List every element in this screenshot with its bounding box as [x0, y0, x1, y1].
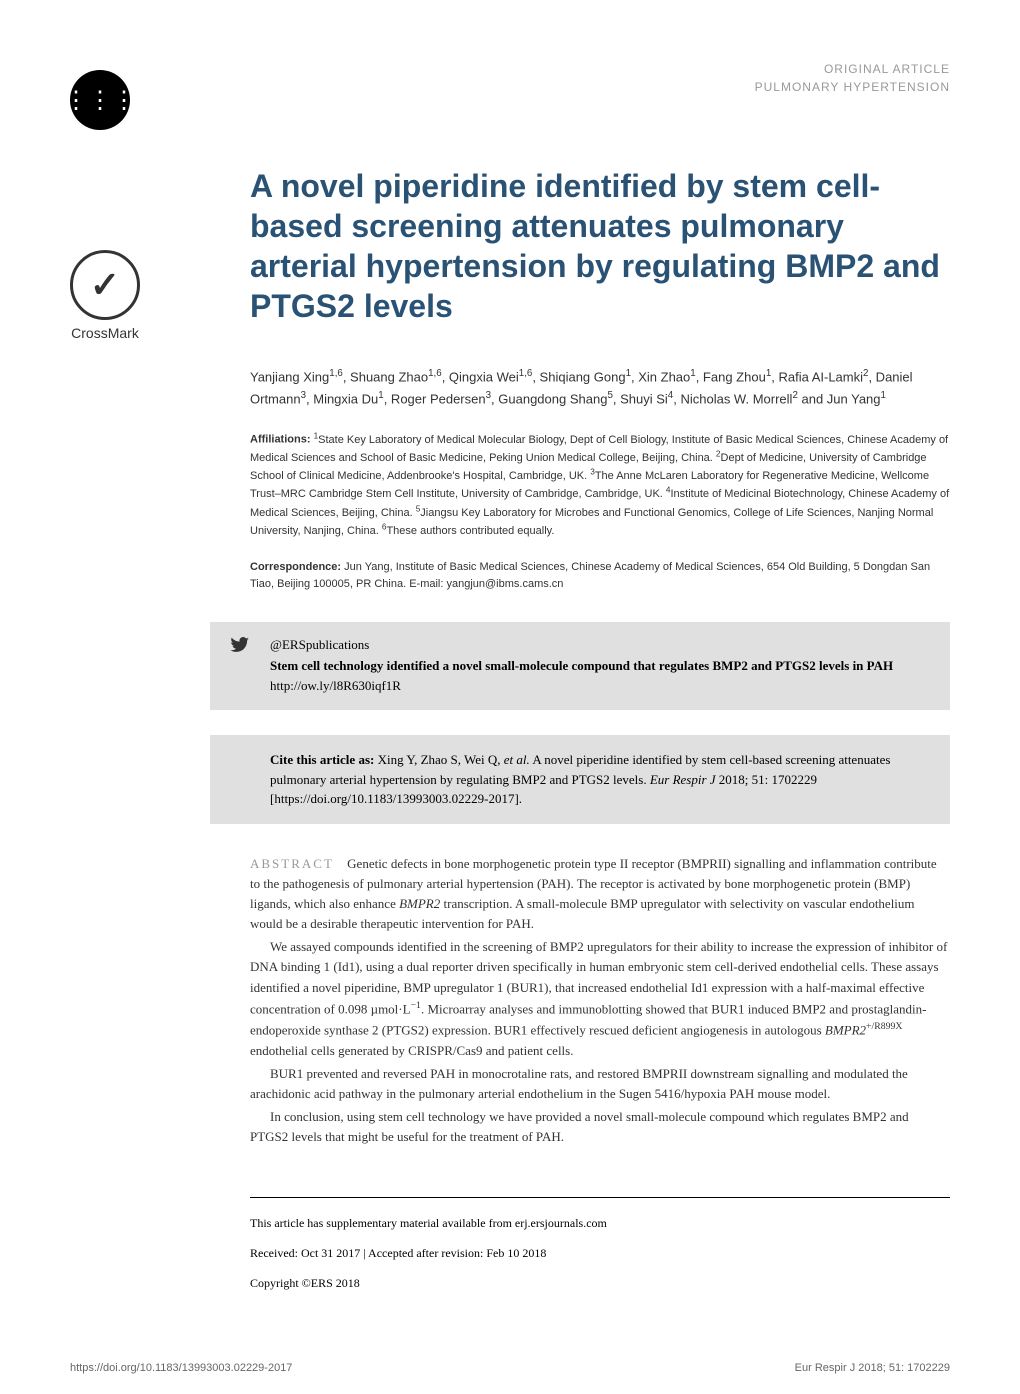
affiliations-label: Affiliations: [250, 434, 314, 446]
abstract-para-1: ABSTRACT Genetic defects in bone morphog… [250, 854, 950, 935]
twitter-highlight: @ERSpublications Stem cell technology id… [210, 622, 950, 710]
twitter-link[interactable]: http://ow.ly/l8R630iqf1R [270, 678, 401, 693]
category-sub: PULMONARY HYPERTENSION [70, 78, 950, 96]
abstract-text-1: Genetic defects in bone morphogenetic pr… [250, 856, 937, 931]
twitter-icon [230, 637, 250, 658]
crossmark-widget[interactable]: ✓ CrossMark [70, 250, 140, 341]
abstract-label: ABSTRACT [250, 856, 334, 871]
crossmark-label: CrossMark [70, 325, 140, 341]
checkmark-icon: ✓ [90, 264, 120, 306]
copyright-note: Copyright ©ERS 2018 [250, 1273, 950, 1295]
authors-list: Yanjiang Xing1,6, Shuang Zhao1,6, Qingxi… [250, 366, 950, 410]
affiliations-block: Affiliations: 1State Key Laboratory of M… [250, 430, 950, 539]
affiliations-text: 1State Key Laboratory of Medical Molecul… [250, 434, 949, 537]
lung-icon: ⋮⋮⋮ [64, 86, 136, 115]
article-title: A novel piperidine identified by stem ce… [250, 166, 950, 326]
twitter-summary: Stem cell technology identified a novel … [270, 656, 930, 695]
journal-logo: ⋮⋮⋮ [70, 70, 130, 130]
page-footer: https://doi.org/10.1183/13993003.02229-2… [0, 1342, 1020, 1394]
crossmark-icon: ✓ [70, 250, 140, 320]
article-category: ORIGINAL ARTICLE PULMONARY HYPERTENSION [70, 60, 950, 96]
twitter-handle[interactable]: @ERSpublications [270, 637, 930, 653]
citation-text: Cite this article as: Xing Y, Zhao S, We… [270, 750, 930, 809]
correspondence-label: Correspondence: [250, 561, 344, 573]
citation-block: Cite this article as: Xing Y, Zhao S, We… [210, 735, 950, 824]
cite-label: Cite this article as: [270, 752, 378, 767]
received-date: Received: Oct 31 2017 | Accepted after r… [250, 1243, 950, 1265]
abstract-para-3: BUR1 prevented and reversed PAH in monoc… [250, 1064, 950, 1104]
abstract-para-2: We assayed compounds identified in the s… [250, 937, 950, 1061]
correspondence-block: Correspondence: Jun Yang, Institute of B… [250, 559, 950, 592]
footer-notes: This article has supplementary material … [250, 1197, 950, 1294]
supplementary-note: This article has supplementary material … [250, 1213, 950, 1235]
category-main: ORIGINAL ARTICLE [70, 60, 950, 78]
abstract-para-4: In conclusion, using stem cell technolog… [250, 1107, 950, 1147]
correspondence-text: Jun Yang, Institute of Basic Medical Sci… [250, 561, 930, 590]
twitter-bold-text: Stem cell technology identified a novel … [270, 658, 893, 673]
journal-reference: Eur Respir J 2018; 51: 1702229 [795, 1362, 950, 1374]
abstract: ABSTRACT Genetic defects in bone morphog… [250, 854, 950, 1148]
doi-link[interactable]: https://doi.org/10.1183/13993003.02229-2… [70, 1362, 292, 1374]
